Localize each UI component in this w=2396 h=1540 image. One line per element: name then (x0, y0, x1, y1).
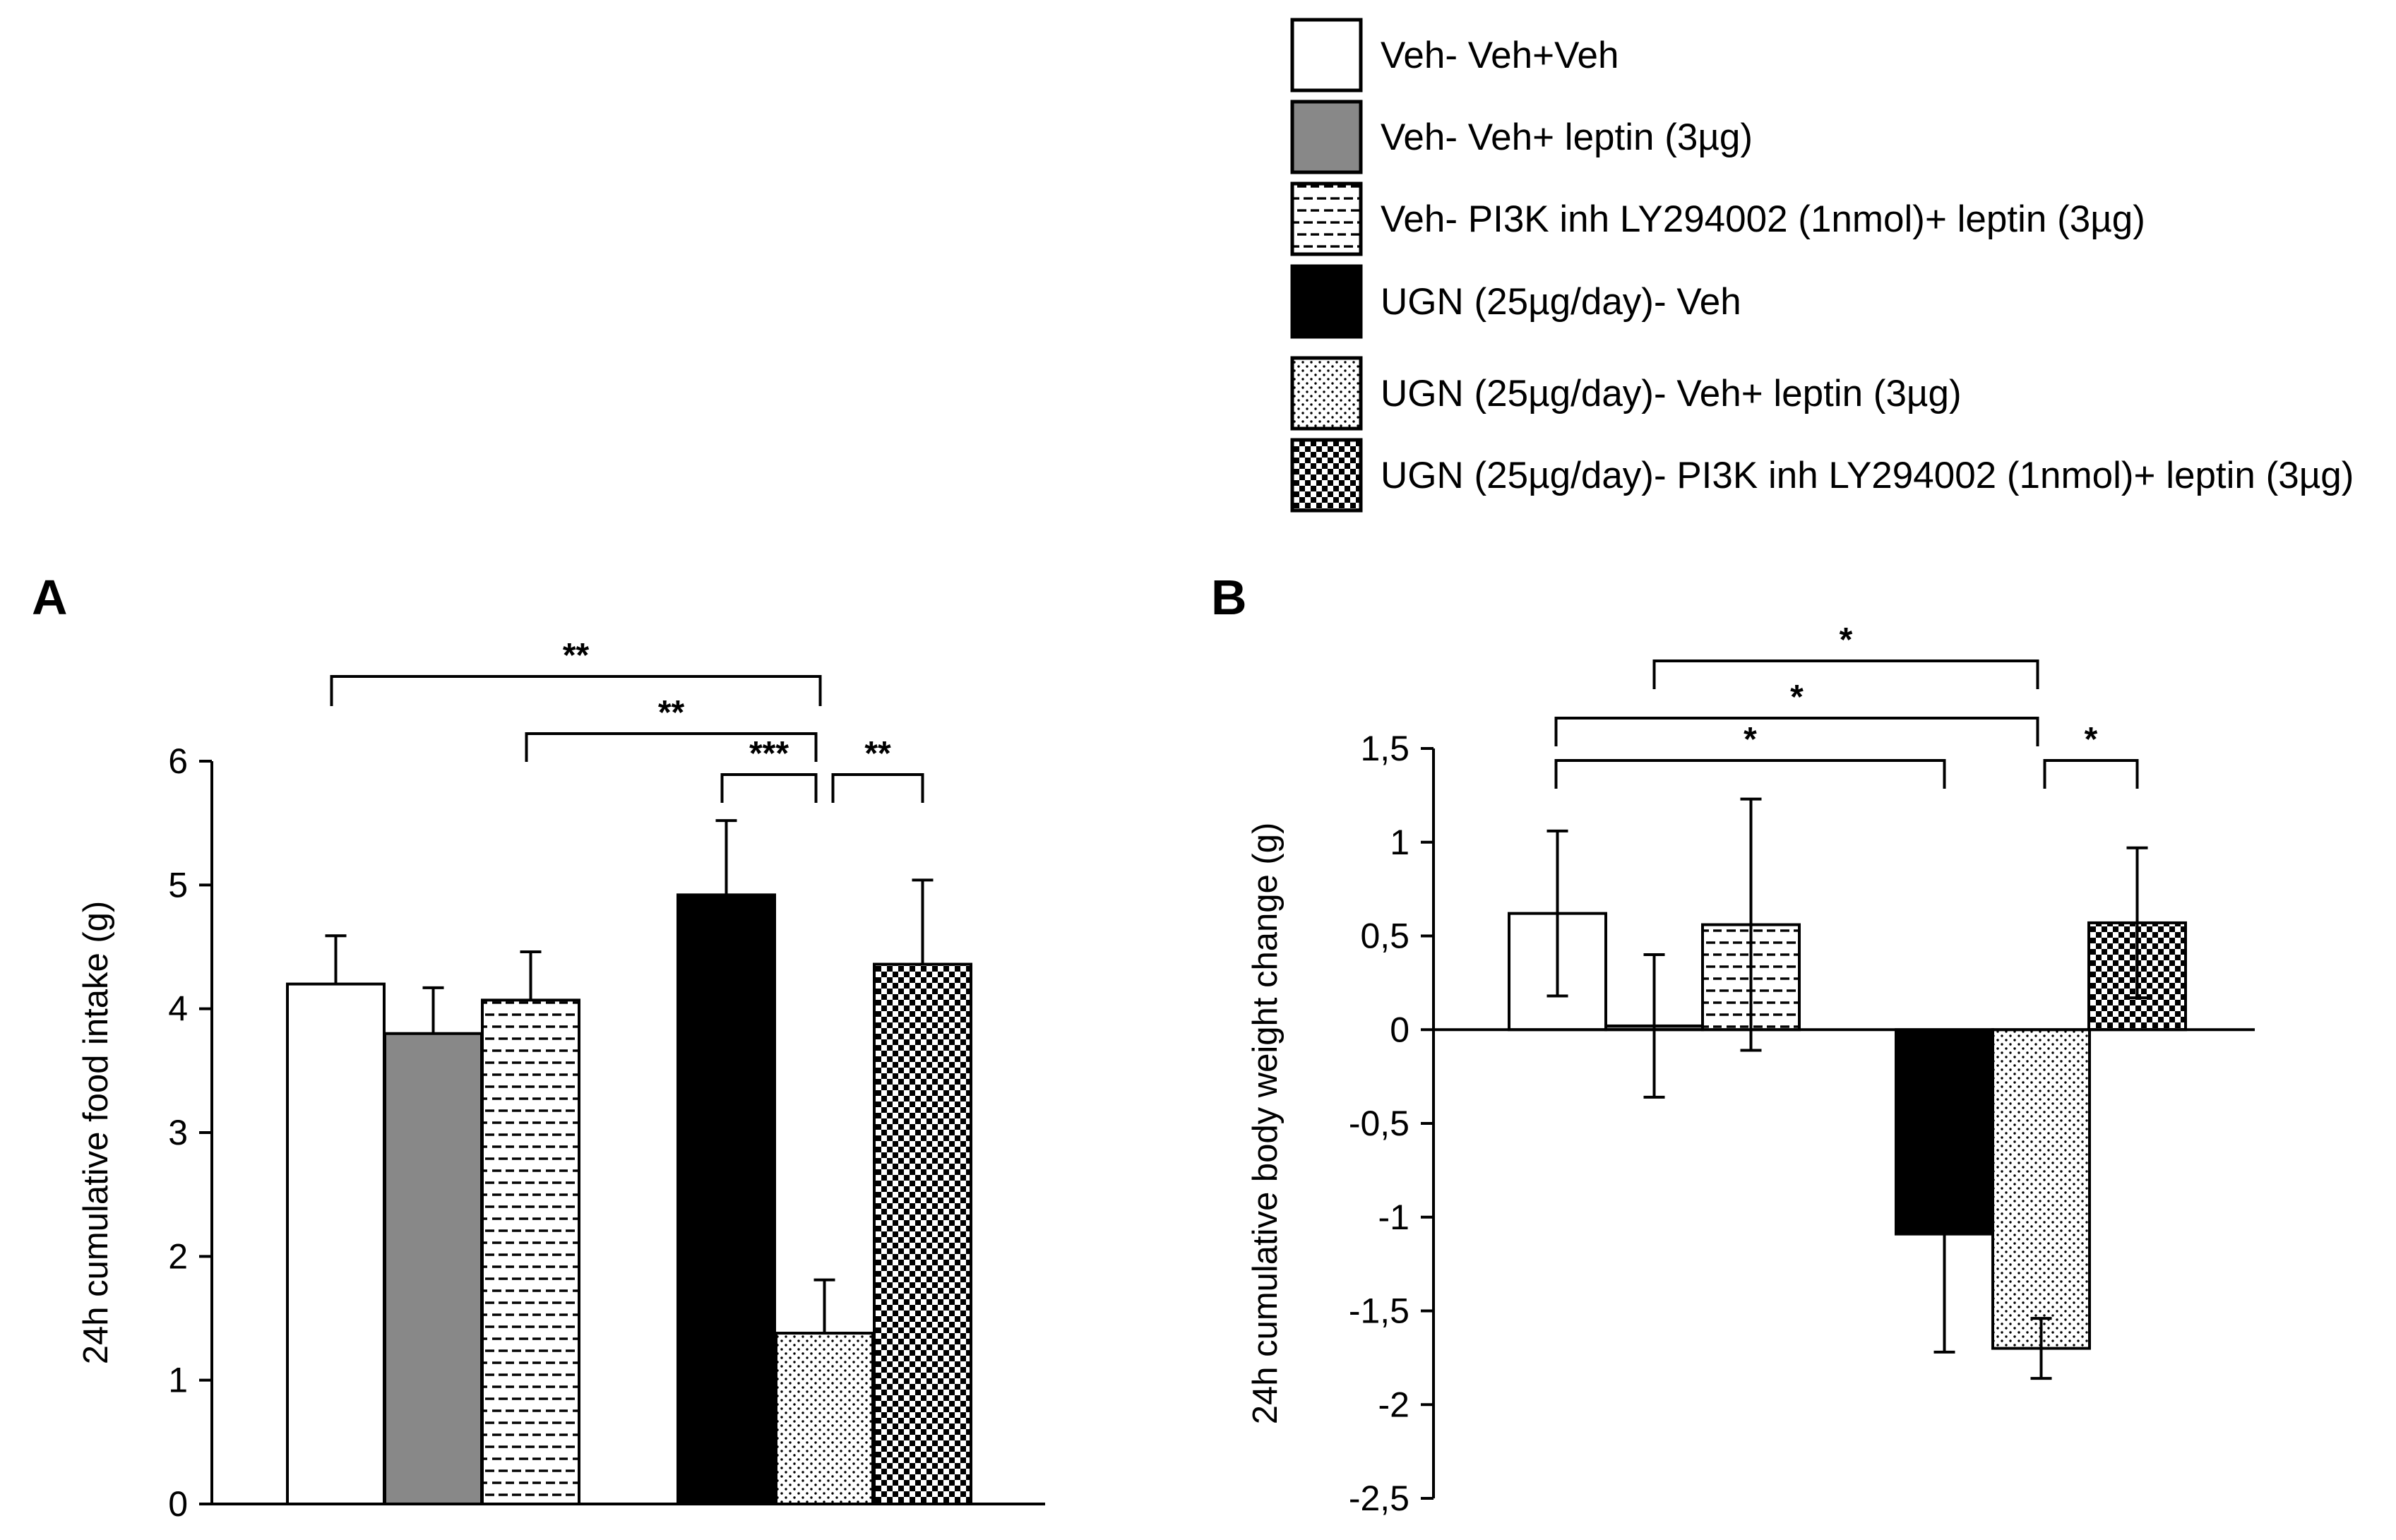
y-tick-label: 1 (168, 1361, 188, 1400)
significance-label-1: ** (563, 637, 590, 674)
y-tick-label: 1 (1390, 823, 1409, 862)
legend-label-5: UGN (25µg/day)- Veh+ leptin (3µg) (1381, 373, 1962, 414)
significance-bracket-1 (1652, 659, 2039, 689)
legend-swatch-4 (1290, 264, 1363, 339)
y-tick-label: 0 (1390, 1010, 1409, 1049)
significance-label-4: * (2085, 721, 2098, 758)
y-tick-label: 0 (168, 1484, 188, 1524)
significance-label-2: ** (658, 694, 685, 732)
significance-label-2: * (1790, 679, 1804, 716)
y-axis-title: 24h cumulative body weight change (g) (1246, 823, 1285, 1425)
legend-label-6: UGN (25µg/day)- PI3K inh LY294002 (1nmol… (1381, 455, 2354, 496)
legend-swatch-3 (1290, 181, 1363, 256)
y-tick-label: 3 (168, 1113, 188, 1152)
significance-label-3: * (1744, 721, 1757, 758)
y-tick-label: 4 (168, 989, 188, 1029)
significance-bracket-2 (1554, 717, 2039, 746)
legend-label-3: Veh- PI3K inh LY294002 (1nmol)+ leptin (… (1381, 198, 2145, 240)
bar-5 (775, 1332, 874, 1506)
y-tick-label: 6 (168, 741, 188, 781)
significance-label-4: ** (864, 735, 891, 772)
bar-3 (481, 998, 580, 1505)
legend-label-4: UGN (25µg/day)- Veh (1381, 281, 1741, 323)
y-tick-label: 1,5 (1360, 729, 1409, 768)
bar-5 (1991, 1028, 2091, 1350)
legend-label-2: Veh- Veh+ leptin (3µg) (1381, 117, 1753, 158)
y-tick-label: -2 (1378, 1385, 1409, 1424)
bar-1 (286, 982, 386, 1505)
bar-2 (383, 1032, 483, 1505)
legend-label-1: Veh- Veh+Veh (1381, 35, 1619, 76)
significance-label-1: * (1840, 621, 1853, 659)
y-tick-label: -2,5 (1349, 1479, 1409, 1518)
y-tick-label: -1 (1378, 1198, 1409, 1237)
y-tick-label: -0,5 (1349, 1104, 1409, 1143)
y-axis-title: 24h cumulative food intake (g) (77, 901, 115, 1364)
significance-bracket-3 (1554, 759, 1946, 789)
significance-bracket-2 (525, 732, 818, 762)
bar-4 (677, 893, 776, 1505)
y-tick-label: -1,5 (1349, 1291, 1409, 1331)
bar-6 (873, 962, 972, 1505)
legend-swatch-1 (1290, 18, 1363, 92)
y-tick-label: 2 (168, 1236, 188, 1276)
y-tick-label: 0,5 (1360, 917, 1409, 956)
significance-label-3: *** (749, 735, 789, 772)
significance-bracket-4 (831, 773, 924, 803)
significance-bracket-3 (720, 773, 818, 803)
legend-swatch-5 (1290, 356, 1363, 431)
significance-bracket-1 (330, 675, 822, 706)
legend-swatch-2 (1290, 100, 1363, 174)
legend-swatch-6 (1290, 438, 1363, 513)
panel-label-b: B (1211, 570, 1247, 625)
body-weight-chart: -2,5 -2 -1,5 -1 -0,5 0 0,5 1 1,5 24h cumulative b… (1246, 621, 2255, 1518)
legend: Veh- Veh+Veh Veh- Veh+ leptin (3µg) Veh- P… (1290, 18, 2354, 513)
significance-bracket-4 (2043, 759, 2139, 789)
y-tick-label: 5 (168, 865, 188, 905)
panel-label-a: A (32, 570, 68, 625)
